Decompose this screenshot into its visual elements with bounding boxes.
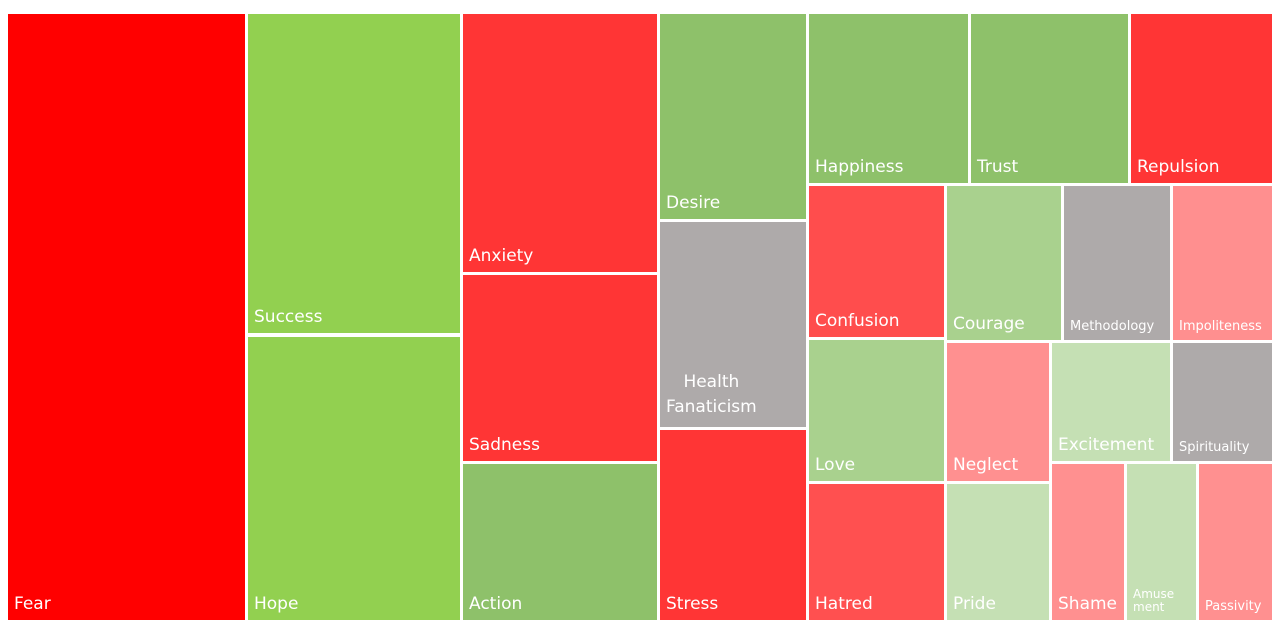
tile-label: Spirituality — [1179, 439, 1250, 455]
tile: Methodology — [1064, 186, 1170, 340]
tile: Repulsion — [1131, 14, 1272, 183]
tile: Excitement — [1052, 343, 1170, 461]
tile: Trust — [971, 14, 1128, 183]
tile-label: Pride — [953, 594, 996, 615]
tile: Spirituality — [1173, 343, 1272, 461]
tile: Stress — [660, 430, 806, 620]
tile-label: Methodology — [1070, 318, 1155, 334]
tile-label: Sadness — [469, 435, 540, 456]
tile-label: Impoliteness — [1179, 318, 1262, 334]
tile: Hope — [248, 337, 460, 620]
tile: Neglect — [947, 343, 1049, 481]
tile: Courage — [947, 186, 1061, 340]
tile-label: Shame — [1058, 594, 1118, 615]
tile: Sadness — [463, 275, 657, 461]
tile-label: Hatred — [815, 594, 873, 615]
tile-label: Amuse ment — [1133, 586, 1175, 614]
tile: Fear — [8, 14, 245, 620]
tile: Confusion — [809, 186, 944, 337]
tile-label: Passivity — [1205, 598, 1262, 614]
tile: Action — [463, 464, 657, 620]
tile: Amuse ment — [1127, 464, 1196, 620]
tile-label: Fear — [14, 594, 51, 615]
tile-label: Stress — [666, 594, 719, 615]
tile-label: Love — [815, 455, 856, 476]
tile-label: Excitement — [1058, 435, 1155, 456]
tile-label: Anxiety — [469, 246, 534, 267]
tile-label: Confusion — [815, 311, 900, 332]
tile-label: Action — [469, 594, 523, 615]
tile-label: Courage — [953, 314, 1025, 335]
tile: Happiness — [809, 14, 968, 183]
tile-label: Hope — [254, 594, 299, 615]
tile: Anxiety — [463, 14, 657, 272]
tile-label: Health Fanaticism — [666, 372, 757, 417]
tile: Impoliteness — [1173, 186, 1272, 340]
tile: Success — [248, 14, 460, 333]
tile: Hatred — [809, 484, 944, 620]
tile-label: Repulsion — [1137, 157, 1220, 178]
tile-label: Trust — [977, 157, 1019, 178]
tile: Desire — [660, 14, 806, 219]
tile-label: Success — [254, 307, 323, 328]
tile: Pride — [947, 484, 1049, 620]
tile-label: Desire — [666, 193, 721, 214]
tile: Love — [809, 340, 944, 481]
tile: Health Fanaticism — [660, 222, 806, 427]
tile: Shame — [1052, 464, 1124, 620]
tile-label: Happiness — [815, 157, 904, 178]
tile-label: Neglect — [953, 455, 1019, 476]
tile: Passivity — [1199, 464, 1272, 620]
